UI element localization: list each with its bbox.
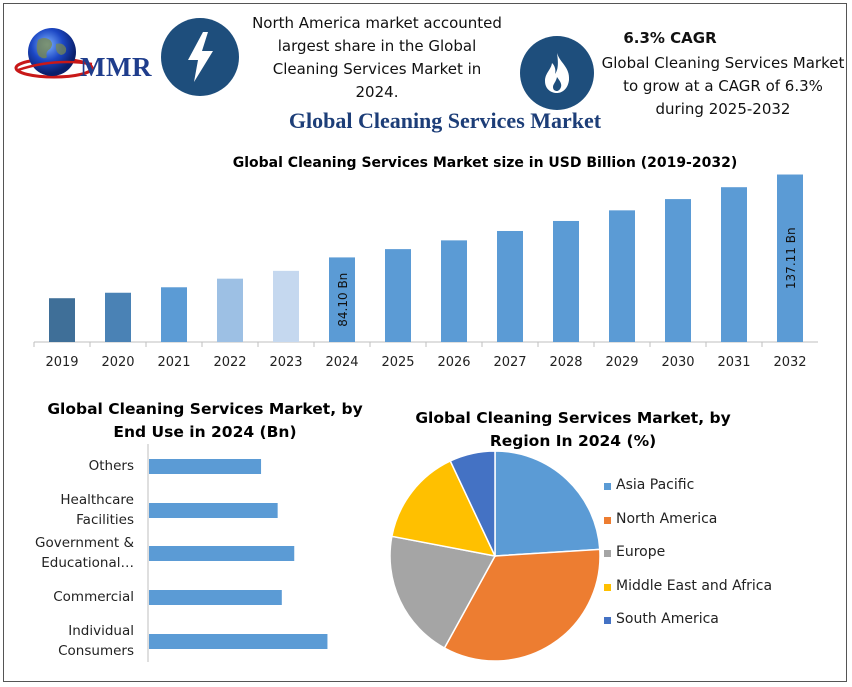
enduse-chart-title: Global Cleaning Services Market, by End …	[47, 400, 363, 441]
enduse-category-label: Healthcare Facilities	[60, 492, 134, 528]
bar-2032	[777, 174, 803, 342]
bar-tick-label-2021: 2021	[157, 355, 190, 370]
bar-tick-label-2020: 2020	[101, 355, 134, 370]
flame-icon-badge	[520, 36, 594, 110]
bar-data-label-2024: 84.10 Bn	[336, 273, 350, 327]
pie-slice-3	[390, 459, 497, 558]
bar-tick-label-2027: 2027	[493, 355, 526, 370]
bar-2019	[49, 298, 75, 342]
bar-2024	[329, 257, 355, 342]
globe-icon	[14, 28, 94, 79]
legend-label: Asia Pacific	[616, 477, 695, 493]
bar-tick-label-2030: 2030	[661, 355, 694, 370]
bar-2023	[273, 270, 299, 342]
lightning-icon-badge	[161, 18, 239, 96]
bar-2028	[553, 220, 579, 342]
bar-2027	[497, 230, 523, 342]
enduse-category-label: Others	[88, 458, 134, 474]
bar-2026	[441, 240, 467, 342]
bar-tick-label-2023: 2023	[269, 355, 302, 370]
enduse-bar-2	[149, 546, 295, 561]
flame-icon	[545, 53, 570, 93]
bar-tick-label-2026: 2026	[437, 355, 470, 370]
enduse-bar-1	[149, 503, 278, 518]
enduse-category-label: Individual Consumers	[58, 623, 134, 659]
enduse-bar-0	[149, 459, 262, 474]
bar-2030	[665, 199, 691, 342]
legend-swatch	[604, 483, 611, 490]
bar-2031	[721, 187, 747, 342]
bar-chart: 2019 2020 2021 2022 2023 2024 84.10 Bn 2025 2026…	[33, 174, 818, 370]
pie-slice-0	[494, 450, 601, 557]
bar-tick-label-2028: 2028	[549, 355, 582, 370]
bar-tick-label-2025: 2025	[381, 355, 414, 370]
cagr-title: 6.3% CAGR	[623, 29, 717, 47]
legend-swatch	[604, 516, 611, 524]
legend-label: North America	[616, 510, 718, 527]
bar-2029	[609, 210, 635, 342]
bar-2025	[385, 249, 411, 342]
legend-swatch	[604, 550, 611, 557]
bar-2022	[217, 278, 243, 342]
region-pie-chart	[389, 450, 601, 662]
bar-tick-label-2032: 2032	[773, 355, 806, 370]
bar-data-label-2032: 137.11 Bn	[784, 227, 798, 289]
bar-tick-label-2019: 2019	[45, 355, 78, 370]
bar-chart-title: Global Cleaning Services Market size in …	[232, 155, 738, 171]
enduse-bar-3	[149, 590, 282, 605]
page-frame	[3, 3, 847, 682]
enduse-category-label: Government & Educational…	[34, 535, 134, 571]
info-right-text: Global Cleaning Services Market to grow …	[601, 54, 845, 118]
pie-chart-title: Global Cleaning Services Market, by Regi…	[415, 409, 731, 450]
main-title: Global Cleaning Services Market	[288, 108, 602, 133]
pie-slice-2	[389, 535, 497, 650]
logo-text: MMR	[80, 52, 152, 82]
bar-tick-label-2029: 2029	[605, 355, 638, 370]
legend-swatch	[604, 617, 611, 624]
bar-tick-label-2031: 2031	[717, 355, 750, 370]
legend-label: Middle East and Africa	[616, 577, 773, 594]
bar-tick-label-2024: 2024	[325, 355, 358, 370]
legend-label: South America	[616, 611, 719, 627]
lightning-icon	[188, 32, 213, 82]
legend-swatch	[604, 583, 611, 591]
bar-tick-label-2022: 2022	[213, 355, 246, 370]
enduse-bar-4	[149, 634, 328, 649]
bar-2020	[105, 292, 131, 342]
bar-2021	[161, 287, 187, 342]
enduse-category-label: Commercial	[53, 589, 134, 605]
enduse-chart	[147, 444, 328, 662]
pie-slice-4	[449, 450, 496, 557]
info-left-text: North America market accounted largest s…	[252, 14, 502, 101]
legend-label: Europe	[616, 544, 666, 560]
